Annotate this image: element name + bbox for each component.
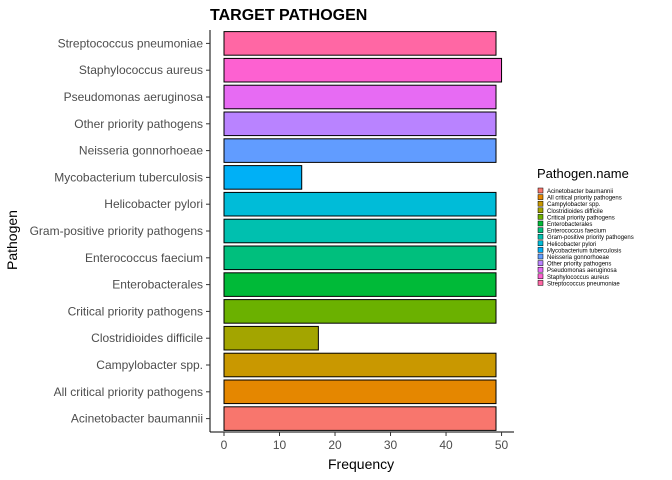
legend-label: Clostridioides difficile [547, 209, 604, 215]
legend-label: Acinetobacter baumannii [547, 189, 613, 195]
x-tick-label: 50 [495, 438, 509, 452]
bar [223, 379, 497, 405]
bar [223, 57, 503, 83]
legend-label: Mycobacterium tuberculosis [547, 248, 621, 254]
legend-key [537, 194, 544, 200]
legend-key [537, 260, 544, 266]
legend-label: Staphylococcus aureus [547, 275, 609, 281]
y-tick-label: Neisseria gonnorhoeae [79, 144, 203, 158]
chart-title: TARGET PATHOGEN [210, 7, 368, 24]
bar [223, 84, 497, 110]
legend-label: Enterobacterales [547, 222, 592, 228]
legend-key [537, 187, 544, 194]
legend-label: Helicobacter pylori [547, 242, 596, 248]
y-tick-label: Mycobacterium tuberculosis [54, 170, 203, 184]
legend-key [537, 233, 544, 240]
legend-label: All critical priority pathogens [547, 196, 622, 202]
legend-label: Streptococcus pneumoniae [547, 281, 620, 287]
y-tick-label: Gram-positive priority pathogens [30, 224, 203, 238]
y-tick-label: Staphylococcus aureus [79, 63, 203, 77]
legend-title: Pathogen.name [537, 166, 629, 181]
legend-label: Campylobacter spp. [547, 202, 601, 208]
legend-label: Pseudomonas aeruginosa [547, 268, 617, 274]
bar [223, 352, 497, 378]
y-tick-label: Streptococcus pneumoniae [58, 36, 204, 50]
legend-key [537, 207, 544, 214]
x-tick-label: 30 [384, 438, 398, 452]
bar [223, 325, 319, 351]
legend-key [537, 273, 544, 280]
legend-key [537, 214, 544, 220]
legend-key [537, 227, 544, 233]
legend-key [537, 247, 544, 253]
x-tick-label: 10 [273, 438, 287, 452]
legend-label: Critical priority pathogens [547, 215, 615, 221]
bar [223, 406, 497, 431]
legend-key [537, 200, 544, 207]
bar [223, 299, 497, 324]
legend-key [537, 240, 544, 247]
y-tick-label: All critical priority pathogens [54, 385, 203, 399]
y-tick-label: Helicobacter pylori [104, 197, 203, 211]
legend-label: Gram-positive priority pathogens [547, 235, 634, 241]
legend-key [537, 220, 544, 227]
bar [223, 245, 497, 271]
y-tick-label: Critical priority pathogens [68, 304, 203, 318]
legend-key [537, 253, 544, 260]
x-tick-label: 20 [328, 438, 342, 452]
legend-label: Enterococcus faecium [547, 229, 606, 235]
bar [223, 111, 497, 137]
y-tick-label: Enterococcus faecium [85, 251, 203, 265]
legend-key [537, 280, 544, 286]
bar [223, 165, 303, 190]
y-tick-label: Enterobacterales [112, 278, 203, 292]
y-tick-label: Acinetobacter baumannii [71, 412, 203, 426]
legend-key [537, 266, 544, 273]
x-axis-label: Frequency [328, 456, 395, 472]
bar [223, 191, 497, 217]
bar [223, 138, 497, 163]
y-tick-label: Pseudomonas aeruginosa [64, 90, 204, 104]
y-tick-label: Clostridioides difficile [91, 331, 203, 345]
bar [223, 218, 497, 244]
y-tick-label: Other priority pathogens [74, 117, 203, 131]
legend-label: Neisseria gonnorhoeae [547, 255, 610, 261]
bar [223, 272, 497, 297]
bar [223, 31, 497, 56]
x-tick-label: 40 [439, 438, 453, 452]
y-tick-label: Campylobacter spp. [96, 358, 203, 372]
x-tick-label: 0 [221, 438, 228, 452]
legend-label: Other priority pathogens [547, 262, 611, 268]
